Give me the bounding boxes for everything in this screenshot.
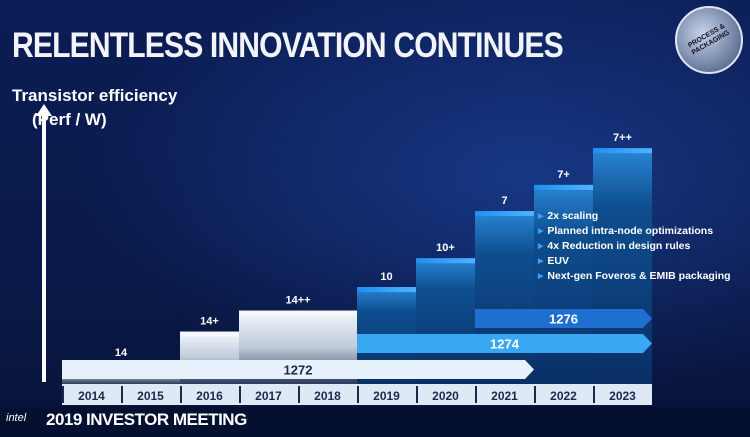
intel-logo: intel xyxy=(6,412,27,424)
node-label: 7 xyxy=(501,195,507,207)
x-axis: 2014 2015 2016 2017 2018 2019 2020 2021 2022 2023 xyxy=(62,384,652,405)
node-label: 7++ xyxy=(613,132,632,144)
x-tick-label: 2018 xyxy=(314,389,341,403)
x-tick-label: 2019 xyxy=(373,389,400,403)
node-label: 14+ xyxy=(200,316,219,328)
x-tick xyxy=(357,386,359,403)
feature-item: Planned intra-node optimizations xyxy=(538,224,731,239)
x-tick-label: 2014 xyxy=(78,389,105,403)
node-label: 10 xyxy=(380,271,392,283)
x-tick xyxy=(475,386,477,403)
x-tick-label: 2017 xyxy=(255,389,282,403)
process-packaging-badge: PROCESS & PACKAGING xyxy=(675,6,743,74)
footer-bar xyxy=(0,407,750,437)
node-label: 7+ xyxy=(557,169,570,181)
node-bar-cap xyxy=(593,148,652,154)
node-label: 14 xyxy=(115,347,128,359)
feature-item: 2x scaling xyxy=(538,209,731,224)
x-tick-label: 2020 xyxy=(432,389,459,403)
roadmap-label: 1274 xyxy=(490,337,520,352)
feature-item: Next-gen Foveros & EMIB packaging xyxy=(538,269,730,284)
x-tick xyxy=(239,386,241,403)
x-tick xyxy=(298,386,300,403)
x-tick xyxy=(121,386,123,403)
y-axis-label-line1: Transistor efficiency xyxy=(12,86,178,105)
x-tick xyxy=(416,386,418,403)
roadmap-arrow xyxy=(475,309,652,328)
x-tick xyxy=(180,386,182,403)
roadmap-arrow xyxy=(62,360,534,379)
node-label: 14++ xyxy=(285,295,310,307)
y-axis xyxy=(42,114,46,382)
node-bar-cap xyxy=(416,258,475,264)
roadmap-arrows: 1276 1274 1272 xyxy=(62,309,652,379)
x-tick-label: 2022 xyxy=(550,389,577,403)
feature-item: EUV xyxy=(538,254,731,269)
feature-item: 4x Reduction in design rules xyxy=(538,239,731,254)
node-bar-cap xyxy=(357,287,416,293)
node-bar-cap xyxy=(475,211,534,217)
y-axis-arrow-icon xyxy=(36,104,52,116)
roadmap-arrow xyxy=(357,334,652,353)
x-tick-label: 2023 xyxy=(609,389,636,403)
roadmap-label: 1276 xyxy=(549,312,578,327)
x-tick-label: 2015 xyxy=(137,389,164,403)
x-tick-label: 2021 xyxy=(491,389,518,403)
feature-list: 2x scaling Planned intra-node optimizati… xyxy=(538,209,731,284)
x-tick xyxy=(62,386,64,403)
slide-title: RELENTLESS INNOVATION CONTINUES xyxy=(12,26,564,65)
x-tick xyxy=(534,386,536,403)
event-name: 2019 INVESTOR MEETING xyxy=(46,410,247,429)
x-tick-label: 2016 xyxy=(196,389,223,403)
node-bar-cap xyxy=(180,331,239,337)
x-tick xyxy=(593,386,595,403)
roadmap-label: 1272 xyxy=(284,363,313,378)
node-label: 10+ xyxy=(436,242,455,254)
node-bar-cap xyxy=(239,310,357,316)
y-axis-label-line2: (Perf / W) xyxy=(32,110,107,129)
node-bar-cap xyxy=(534,184,593,190)
node-bar xyxy=(475,211,534,384)
